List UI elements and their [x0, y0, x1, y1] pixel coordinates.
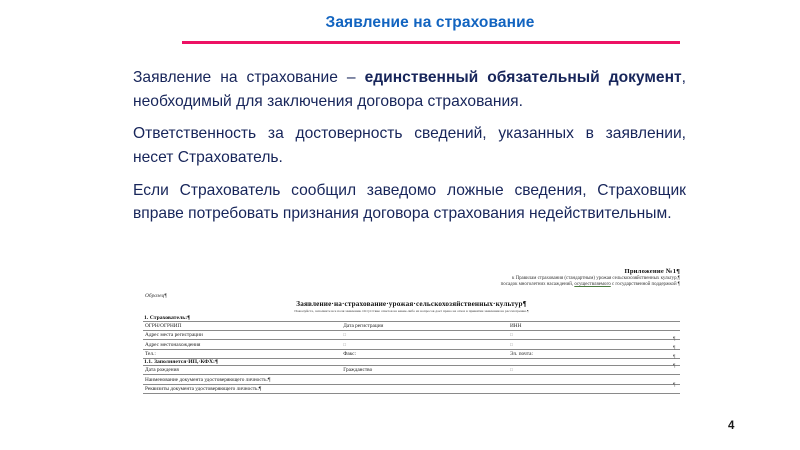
table-row: Наименование документа удостоверяющего л…: [143, 374, 680, 385]
table-body-2: Дата рождения Гражданство □ Наименование…: [143, 365, 680, 394]
paragraph-1: Заявление на страхование – единственный …: [133, 66, 686, 113]
paragraph-mark-icon: ¶: [673, 363, 676, 369]
table-cell: □: [341, 330, 508, 341]
slide-page-number: 4: [728, 420, 735, 432]
paragraph-1-tail: , необходимый для заключения договора ст…: [133, 69, 686, 110]
table-cell: Дата регистрации: [341, 321, 508, 332]
paragraph-2: Ответственность за достоверность сведени…: [133, 125, 686, 167]
paragraph-mark-icon: ¶: [673, 382, 676, 388]
title-divider-rule: [182, 41, 680, 44]
appendix-line-2-post: с государственной поддержкой ¶: [610, 282, 680, 288]
paragraph-mark-icon: ¶: [673, 354, 676, 360]
body-content: Заявление на страхование – единственный …: [133, 66, 686, 226]
table-cell: Факс:: [341, 348, 508, 359]
paragraph-mark-icon: ¶: [673, 336, 676, 342]
page-title: Заявление на страхование: [325, 14, 535, 31]
table-body-1: ОГРН/ОГРНИП Дата регистрации ИНН Адрес м…: [143, 321, 680, 359]
table-cell: Реквизиты документа удостоверяющего личн…: [143, 383, 680, 394]
paragraph-1-lead: Заявление на страхование –: [133, 69, 365, 86]
table-row: Тел.: Факс: Эл. почта:: [143, 348, 680, 359]
table-cell: Дата рождения: [143, 365, 342, 376]
table-cell: □: [507, 339, 680, 350]
table-cell: □: [507, 330, 680, 341]
document-sample-label: Образец¶: [145, 292, 168, 299]
table-cell: ИНН: [507, 321, 680, 332]
table-cell: Адрес места регистрации: [143, 330, 342, 341]
table-cell: Гражданство: [341, 365, 508, 376]
paragraph-3: Если Страхователь сообщил заведомо ложны…: [133, 181, 686, 223]
document-appendix-line-2: посадок многолетних насаждений, осуществ…: [143, 282, 680, 288]
document-appendix-line-1: к Правилам страхования (стандартным) уро…: [511, 275, 680, 281]
document-form-title: Заявление·на·страхование·урожая·сельскох…: [296, 299, 527, 308]
paragraph-1-bold: единственный обязательный документ: [364, 69, 682, 86]
table-row: Реквизиты документа удостоверяющего личн…: [143, 383, 680, 394]
document-section-1-heading: 1. Страхователь:¶: [144, 315, 191, 322]
appendix-line-2-underlined: осуществляемого: [574, 282, 611, 288]
table-row: ОГРН/ОГРНИП Дата регистрации ИНН: [143, 321, 680, 332]
embedded-document-image: Приложение №1¶ к Правилам страхования (с…: [143, 266, 680, 418]
table-cell: Наименование документа удостоверяющего л…: [143, 374, 680, 385]
document-table-section-1: ОГРН/ОГРНИП Дата регистрации ИНН Адрес м…: [143, 321, 680, 359]
table-cell: ОГРН/ОГРНИП: [143, 321, 342, 332]
document-section-1-1-heading: 1.1. Заполняется·ИП,·КФХ:¶: [144, 359, 219, 366]
document-appendix-title: Приложение №1¶: [624, 268, 680, 275]
table-cell: □: [341, 339, 508, 350]
table-cell: Тел.:: [143, 348, 342, 359]
table-cell: □: [507, 365, 680, 376]
paragraph-mark-icon: ¶: [673, 345, 676, 351]
table-row: Дата рождения Гражданство □: [143, 365, 680, 376]
table-cell: Эл. почта:: [507, 348, 680, 359]
appendix-line-2-pre: посадок многолетних насаждений,: [500, 282, 575, 288]
table-cell: Адрес местонахождения: [143, 339, 342, 350]
table-row: Адрес места регистрации □ □: [143, 330, 680, 341]
document-instruction-text: Пожалуйста, заполните все поля заявления…: [294, 309, 529, 314]
document-table-section-1-1: Дата рождения Гражданство □ Наименование…: [143, 365, 680, 394]
table-row: Адрес местонахождения □ □: [143, 339, 680, 350]
